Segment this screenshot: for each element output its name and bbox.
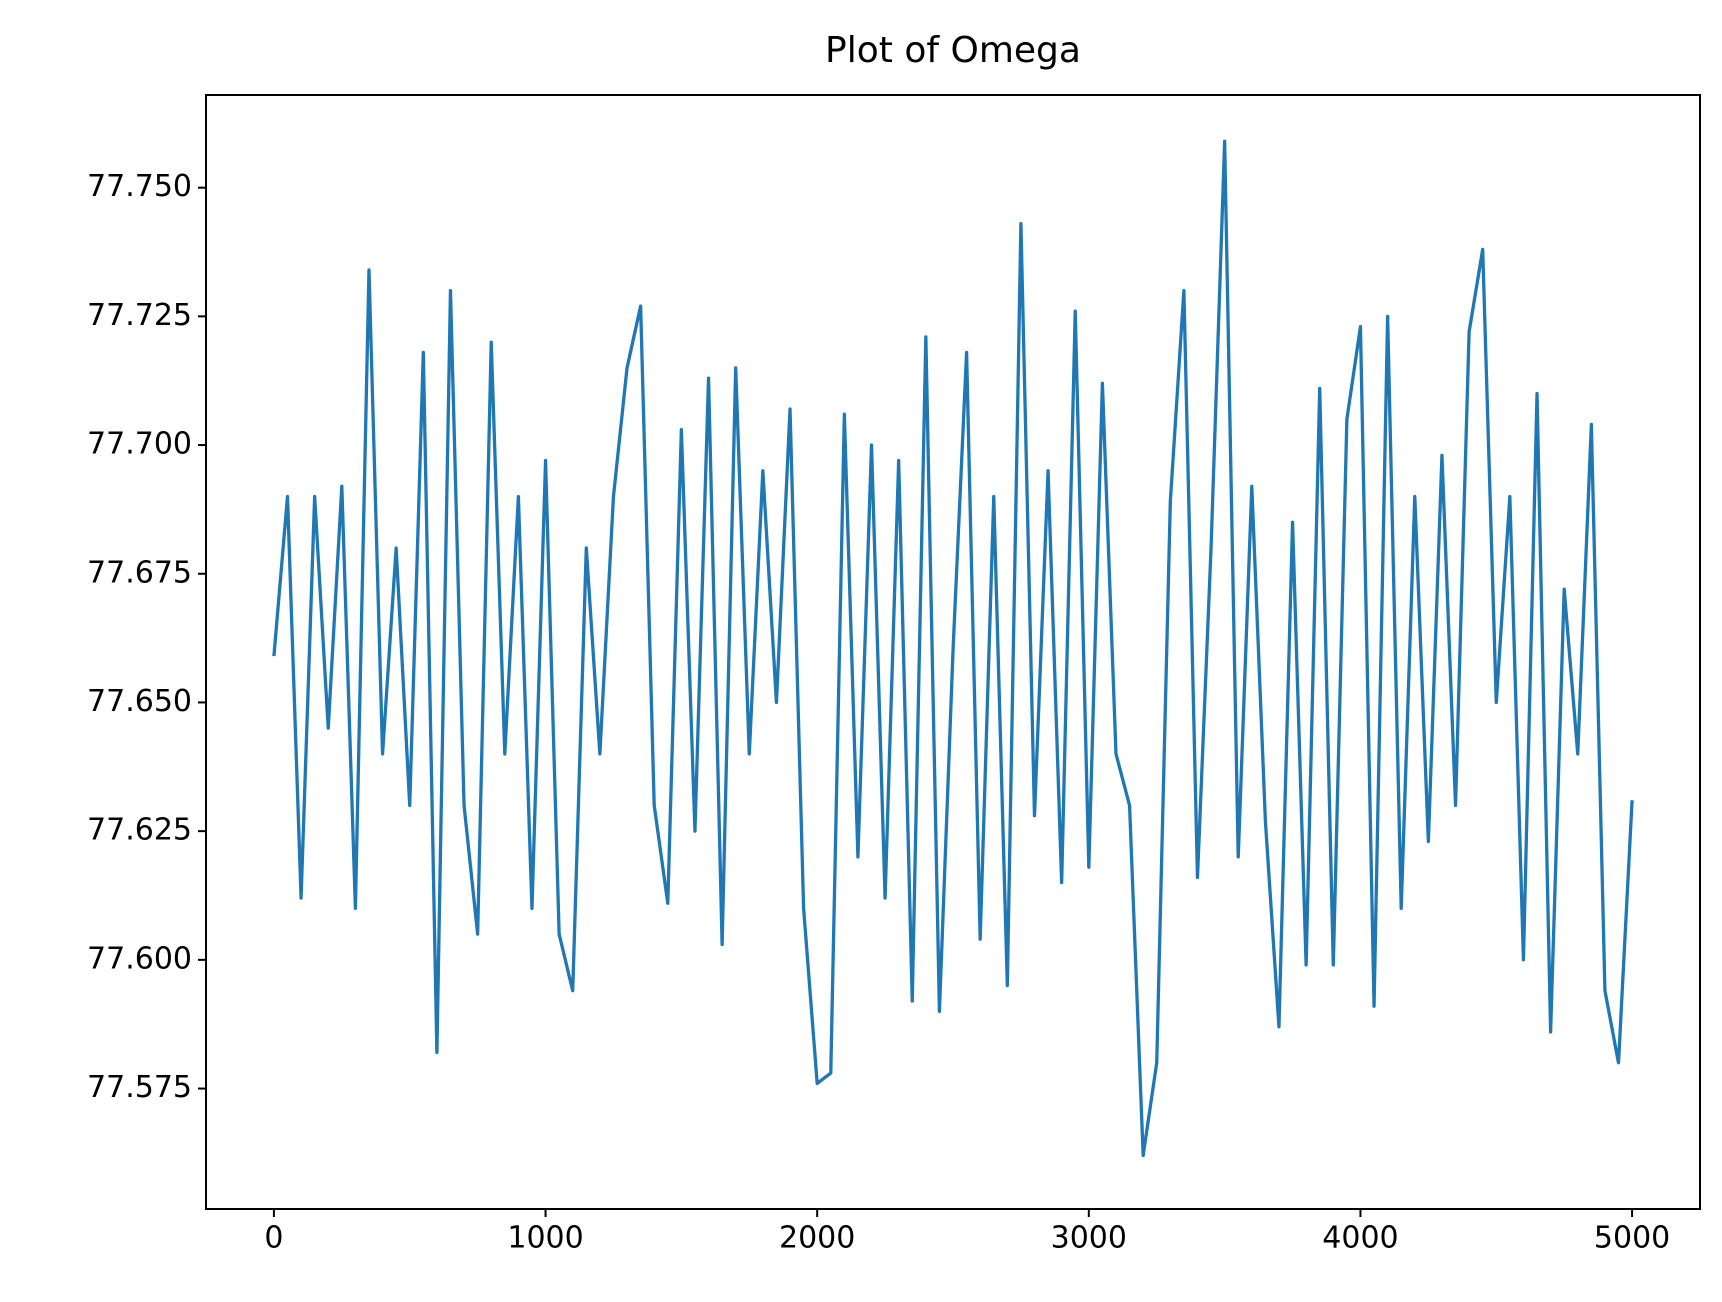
y-tick-label: 77.750 xyxy=(87,169,192,204)
y-tick-label: 77.675 xyxy=(87,555,192,590)
y-tick-label: 77.700 xyxy=(87,427,192,462)
data-line xyxy=(272,139,1634,1158)
x-tick-label: 1000 xyxy=(507,1221,583,1256)
x-tick-label: 3000 xyxy=(1051,1221,1127,1256)
y-tick-label: 77.625 xyxy=(87,813,192,848)
y-tick-label: 77.650 xyxy=(87,684,192,719)
y-tick-label: 77.575 xyxy=(87,1070,192,1105)
x-tick-label: 2000 xyxy=(779,1221,855,1256)
plot-frame xyxy=(205,94,1701,1210)
y-tick-label: 77.725 xyxy=(87,298,192,333)
x-tick-label: 4000 xyxy=(1322,1221,1398,1256)
x-tick-label: 0 xyxy=(264,1221,283,1256)
chart-title: Plot of Omega xyxy=(825,30,1081,71)
x-tick-label: 5000 xyxy=(1594,1221,1670,1256)
y-tick-label: 77.600 xyxy=(87,941,192,976)
